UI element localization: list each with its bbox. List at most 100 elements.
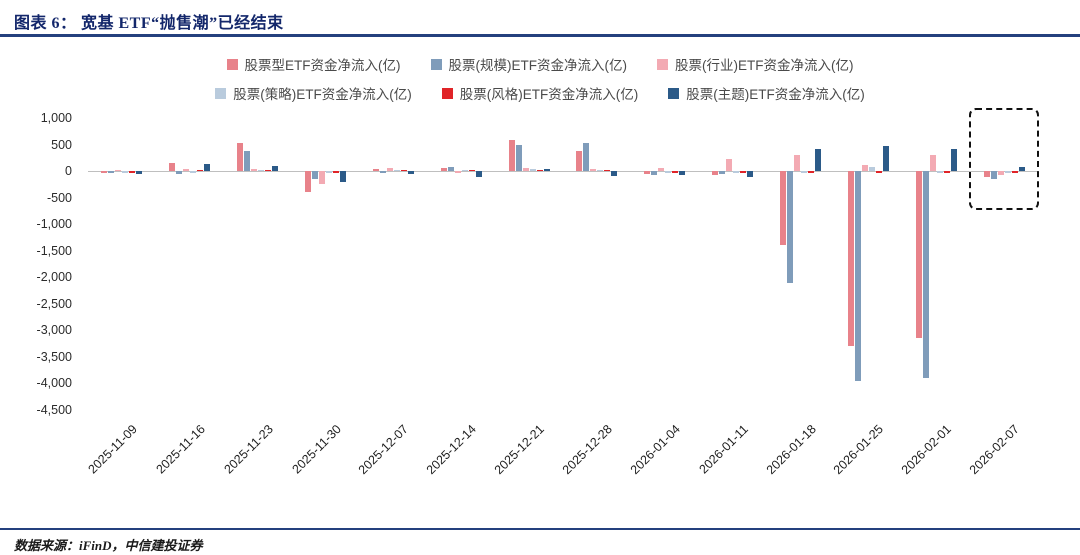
bar [672,171,679,173]
bar [815,148,821,172]
bar [590,169,597,172]
bar [740,171,747,173]
legend-item: 股票(行业)ETF资金净流入(亿) [657,54,853,74]
x-tick-label: 2026-02-07 [966,422,1022,478]
legend-swatch-icon [430,58,442,70]
bar [875,171,882,173]
legend-swatch-icon [668,87,680,99]
bar [379,171,386,173]
bar [719,171,726,175]
bar [529,169,536,172]
bar [393,169,400,172]
bar [950,148,957,172]
bar [312,171,318,180]
bar [868,166,875,172]
bar [400,169,407,172]
legend-label: 股票(规模)ETF资金净流入(亿) [448,58,627,73]
x-tick-label: 2025-12-14 [423,422,480,478]
x-axis: 2025-11-09 2025-11-16 2025-11-23 2025-11-30… [85,414,1038,509]
bar [543,168,550,172]
top-divider [0,34,1080,37]
bar [983,171,990,178]
bar [583,143,590,172]
bar [1011,171,1018,173]
legend-item: 股票(规模)ETF资金净流入(亿) [430,54,627,74]
legend-label: 股票(主题)ETF资金净流入(亿) [686,87,865,102]
x-tick-label: 2026-01-04 [627,422,683,478]
y-tick-label: 0 [65,164,72,179]
bar [1004,171,1011,173]
legend-item: 股票(风格)ETF资金净流入(亿) [441,83,638,103]
legend-swatch-icon [215,87,227,99]
bar [305,171,311,193]
x-tick-label: 2025-12-07 [356,422,412,478]
bar [244,150,251,172]
bar [326,171,332,173]
x-tick-label: 2026-01-18 [763,422,819,478]
y-tick-label: 1,000 [40,111,72,125]
bar [780,171,786,246]
bar [204,163,211,172]
bar [122,171,129,173]
bar [787,171,793,283]
bar [454,171,461,174]
legend-swatch-icon [226,58,238,70]
legend-row: 股票(策略)ETF资金净流入(亿) 股票(风格)ETF资金净流入(亿) 股票(主题)… [0,83,1080,103]
bar [265,169,272,172]
x-tick-label: 2025-12-21 [491,422,547,478]
bar [794,155,800,172]
x-tick-label: 2025-11-23 [221,422,276,477]
bar [1018,166,1025,172]
bar [733,171,740,173]
bar [576,150,583,172]
bar [101,171,108,173]
bar [129,171,136,173]
bar [272,165,279,172]
y-axis: 1,000 500 0 -500 -1,000 -1,500 -2,000 -2,500 -3,… [0,111,78,417]
bar [801,171,807,173]
bar [475,171,482,178]
x-tick-label: 2025-11-09 [85,422,140,477]
y-tick-label: 500 [51,137,72,152]
bar [929,155,936,172]
legend-item: 股票(策略)ETF资金净流入(亿) [215,83,412,103]
y-tick-label: -2,000 [36,270,72,285]
y-tick-label: -500 [46,190,72,205]
legend-item: 股票型ETF资金净流入(亿) [226,54,401,74]
x-tick-label: 2025-12-28 [559,422,615,478]
bar [536,169,543,172]
footer-divider [0,528,1080,530]
bar [712,171,719,176]
bar [508,140,515,172]
bar [190,171,197,173]
plot-area [88,108,1040,410]
bar [747,171,754,178]
legend-label: 股票(策略)ETF资金净流入(亿) [233,87,412,102]
legend-swatch-icon [657,58,668,70]
bar [386,168,393,172]
bar [651,171,658,176]
bar [611,171,618,177]
x-tick-label: 2026-02-01 [898,422,955,478]
x-tick-label: 2026-01-11 [696,422,751,477]
bar [136,171,143,175]
y-tick-label: -1,500 [36,243,72,258]
bar [440,168,447,172]
bar [854,171,861,381]
bar [183,169,190,172]
bar [468,169,475,172]
legend-label: 股票型ETF资金净流入(亿) [244,58,401,73]
legend-row: 股票型ETF资金净流入(亿) 股票(规模)ETF资金净流入(亿) 股票(行业)ETF… [0,54,1080,74]
bar [407,171,414,175]
legend-label: 股票(行业)ETF资金净流入(亿) [675,58,854,73]
x-tick-label: 2026-01-25 [831,422,887,478]
bar [251,168,258,172]
bar [372,168,379,172]
x-tick-label: 2025-11-16 [153,422,208,477]
bar [461,169,468,172]
chart-legend: 股票型ETF资金净流入(亿) 股票(规模)ETF资金净流入(亿) 股票(行业)ETF… [0,54,1080,112]
y-tick-label: -4,500 [36,403,72,417]
bar [665,171,672,173]
bar [515,144,522,172]
